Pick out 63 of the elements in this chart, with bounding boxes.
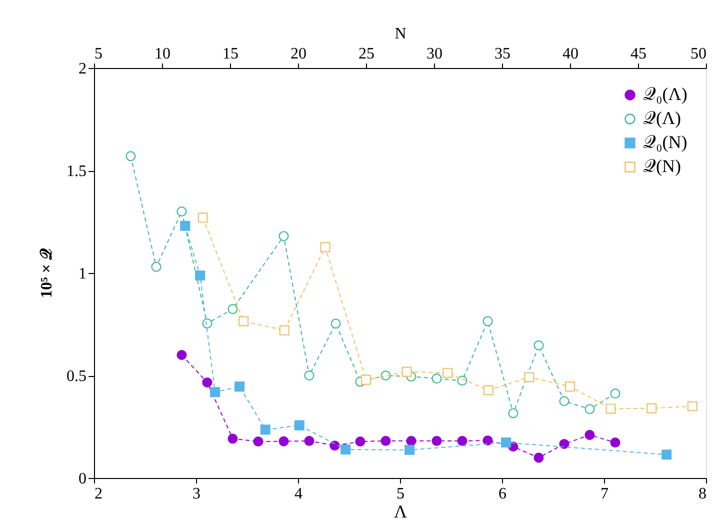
x-tick-label: 6	[498, 486, 506, 502]
x-tick-label: 3	[192, 486, 200, 502]
point	[432, 374, 442, 384]
point	[457, 436, 468, 446]
y-tick-label: 0.5	[66, 368, 86, 385]
point	[432, 436, 442, 446]
legend-label: 𝒬₀(N)	[643, 132, 688, 152]
point	[278, 436, 289, 446]
legend-label: 𝒬₀(Λ)	[643, 84, 688, 104]
point	[406, 436, 416, 446]
point	[330, 440, 340, 451]
point	[610, 438, 620, 448]
x-tick-label: 5	[396, 486, 404, 502]
point	[304, 436, 314, 446]
point	[559, 396, 570, 406]
x2-tick-label: 45	[630, 46, 646, 62]
point	[151, 262, 162, 272]
x-tick-label: 7	[600, 486, 608, 502]
point	[482, 316, 493, 326]
x2-axis-title: N	[394, 26, 407, 42]
x2-tick-label: 40	[562, 46, 578, 62]
point	[176, 206, 187, 217]
x2-tick-label: 30	[426, 46, 442, 62]
y-tick-label: 1.5	[66, 163, 86, 180]
point	[610, 388, 620, 399]
point	[202, 377, 212, 388]
point	[228, 434, 238, 444]
point	[559, 438, 570, 449]
y-tick-label: 2	[78, 60, 86, 78]
point	[457, 376, 468, 386]
x2-tick-label: 20	[290, 46, 306, 62]
point	[380, 370, 391, 381]
legend-label: 𝒬(Λ)	[643, 108, 682, 128]
point	[228, 304, 238, 314]
x2-tick-label: 15	[222, 46, 238, 62]
x2-tick-label: 5	[94, 46, 102, 62]
point	[482, 435, 493, 446]
point	[534, 452, 544, 463]
point	[584, 404, 595, 414]
point	[176, 350, 187, 360]
x2-tick-label: 50	[690, 46, 706, 62]
point	[253, 436, 264, 447]
point	[278, 231, 289, 242]
x2-tick-label: 25	[358, 46, 374, 62]
point	[202, 318, 212, 328]
y-tick-label: 0	[78, 470, 86, 488]
point	[380, 436, 391, 446]
point	[126, 151, 136, 162]
y-axis-title: 10⁵ × 𝒬	[38, 248, 56, 298]
x2-tick-label: 35	[494, 46, 510, 62]
x-axis-title: Λ	[394, 502, 408, 522]
point	[584, 430, 595, 440]
point	[534, 340, 544, 350]
x-tick-label: 8	[698, 486, 706, 502]
point	[304, 370, 314, 381]
x-tick-label: 2	[94, 486, 102, 502]
legend-label: 𝒬(N)	[643, 156, 681, 176]
x-tick-label: 4	[294, 486, 302, 502]
point	[508, 408, 518, 418]
point	[355, 436, 366, 447]
point	[330, 318, 341, 329]
y-tick-label: 1	[78, 266, 86, 282]
x2-tick-label: 10	[154, 46, 170, 62]
